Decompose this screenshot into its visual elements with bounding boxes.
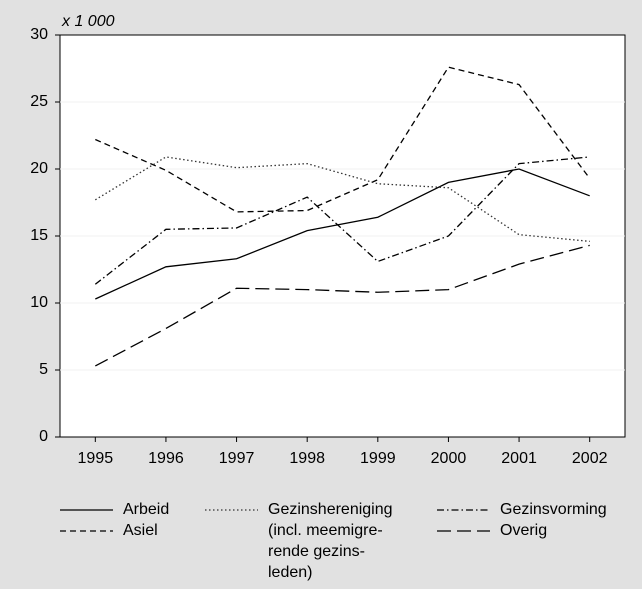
y-tick-label: 25 — [30, 93, 48, 110]
legend-label: Arbeid — [123, 501, 170, 518]
y-tick-label: 20 — [30, 160, 48, 177]
x-tick-label: 2001 — [501, 450, 537, 467]
legend-label: Gezinshereniging (incl. meemigre- rende … — [268, 501, 393, 581]
y-tick-label: 15 — [30, 227, 48, 244]
legend-label: Overig — [500, 522, 548, 539]
x-tick-label: 2000 — [431, 450, 467, 467]
y-tick-label: 10 — [30, 294, 48, 311]
series-line — [95, 66, 591, 213]
x-tick-label: 2002 — [572, 450, 608, 467]
series-line — [95, 244, 590, 367]
x-tick-label: 1998 — [289, 450, 325, 467]
y-tick-label: 0 — [39, 428, 48, 445]
y-tick-label: 5 — [39, 361, 48, 378]
x-tick-label: 1995 — [78, 450, 114, 467]
legend-label: Asiel — [123, 522, 158, 539]
series-line — [95, 168, 590, 300]
x-tick-label: 1997 — [219, 450, 255, 467]
unit-label: x 1 000 — [61, 13, 115, 30]
x-tick-label: 1996 — [148, 450, 184, 467]
y-tick-label: 30 — [30, 26, 48, 43]
legend-label: Gezinsvorming — [500, 501, 607, 518]
x-tick-label: 1999 — [360, 450, 396, 467]
